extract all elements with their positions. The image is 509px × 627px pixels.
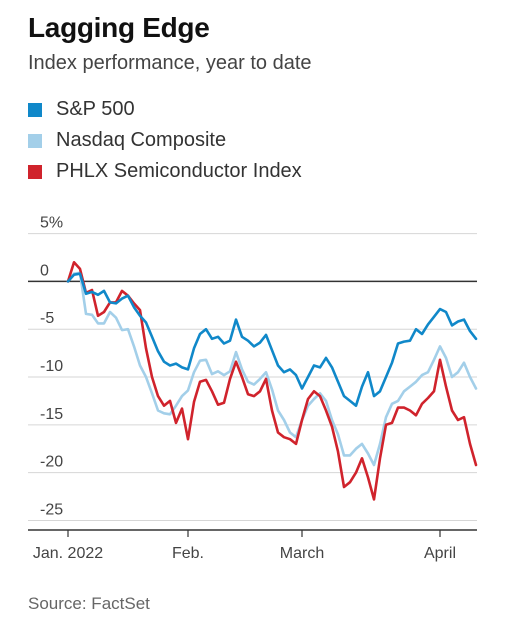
y-tick-label: 5%	[40, 215, 63, 232]
y-tick-label: -5	[40, 310, 54, 327]
legend-label-nasdaq: Nasdaq Composite	[56, 129, 227, 151]
series-line-phlx-semiconductor-index	[66, 261, 478, 501]
y-tick-label: -25	[40, 501, 63, 518]
y-tick-label: -10	[40, 358, 63, 375]
legend-swatch-phlx	[28, 164, 42, 179]
legend-swatch-sp500	[28, 102, 42, 117]
legend-label-phlx: PHLX Semiconductor Index	[56, 160, 302, 182]
chart-subtitle: Index performance, year to date	[28, 52, 312, 74]
x-tick-label: March	[280, 545, 324, 562]
legend-item-phlx: PHLX Semiconductor Index	[28, 156, 302, 187]
y-tick-label: -20	[40, 454, 63, 471]
chart-title: Lagging Edge	[28, 12, 210, 43]
legend-item-nasdaq: Nasdaq Composite	[28, 125, 302, 156]
source-note: Source: FactSet	[28, 594, 150, 613]
y-tick-label: 0	[40, 262, 49, 279]
x-tick-label: April	[424, 545, 456, 562]
legend-label-sp500: S&P 500	[56, 98, 135, 120]
y-tick-label: -15	[40, 406, 63, 423]
legend-item-sp500: S&P 500	[28, 94, 302, 125]
x-tick-label: Jan. 2022	[33, 545, 103, 562]
x-tick-label: Feb.	[172, 545, 204, 562]
legend-swatch-nasdaq	[28, 133, 42, 148]
legend: S&P 500 Nasdaq Composite PHLX Semiconduc…	[28, 94, 302, 187]
series-line-nasdaq-composite	[66, 271, 478, 467]
series-line-s-p-500	[66, 272, 478, 407]
